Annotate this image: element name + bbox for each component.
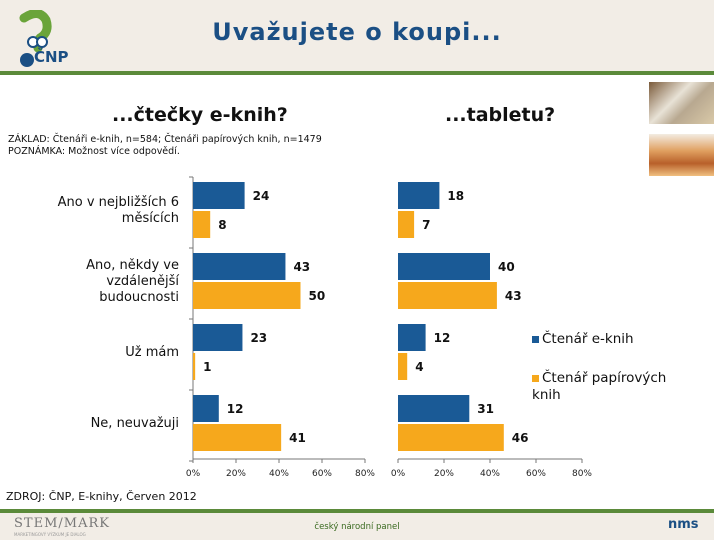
legend-swatch: [532, 336, 539, 343]
bar-ereader: [193, 253, 286, 280]
bar-paper: [398, 353, 408, 380]
category-label: Ne, neuvažuji: [90, 416, 179, 431]
stemmark-tagline: MARKETINGOVÝ VÝZKUM JE DIALOG: [14, 532, 86, 537]
bar-ereader: [193, 324, 243, 351]
svg-text:ČNP: ČNP: [34, 47, 69, 66]
remark-note: POZNÁMKA: Možnost více odpovědí.: [8, 146, 180, 157]
data-label: 1: [203, 360, 211, 374]
cnp-logo: ČNP: [19, 10, 69, 67]
data-label: 4: [415, 360, 423, 374]
stemmark-logo: STEM/MARK: [14, 516, 110, 531]
bar-paper: [193, 424, 282, 451]
data-label: 40: [498, 260, 515, 274]
data-label: 7: [422, 218, 430, 232]
base-note: ZÁKLAD: Čtenáři e-knih, n=584; Čtenáři p…: [8, 134, 322, 145]
category-label: Už mám: [125, 345, 179, 360]
x-tick-label: 0%: [186, 469, 201, 479]
header: [0, 0, 714, 71]
bar-paper: [193, 353, 196, 380]
chart-title-tablet: ...tabletu?: [445, 104, 556, 126]
bar-paper: [193, 282, 301, 309]
x-tick-label: 60%: [312, 469, 332, 479]
legend-label: Čtenář e-knih: [542, 331, 634, 347]
x-tick-label: 80%: [355, 469, 375, 479]
source-note: ZDROJ: ČNP, E-knihy, Červen 2012: [6, 490, 197, 503]
data-label: 43: [505, 289, 522, 303]
data-label: 23: [250, 331, 267, 345]
notes: ZÁKLAD: Čtenáři e-knih, n=584; Čtenáři p…: [8, 134, 322, 158]
data-label: 24: [253, 189, 270, 203]
x-tick-label: 80%: [572, 469, 592, 479]
ereader-photo: [649, 82, 714, 124]
bar-paper: [193, 211, 211, 238]
footer-divider: [0, 509, 714, 513]
x-tick-label: 20%: [226, 469, 246, 479]
legend-label: Čtenář papírových knih: [532, 370, 667, 403]
bar-ereader: [398, 324, 426, 351]
bar-ereader: [398, 182, 440, 209]
data-label: 41: [289, 431, 306, 445]
bar-paper: [398, 211, 415, 238]
book-photo: [649, 134, 714, 176]
nms-logo: nms: [668, 517, 699, 532]
header-divider: [0, 71, 714, 75]
page-title: Uvažujete o koupi...: [212, 18, 502, 46]
footer-center-text: český národní panel: [314, 522, 400, 532]
legend-item-ereader: Čtenář e-knih: [532, 331, 634, 348]
bar-ereader: [398, 253, 490, 280]
data-label: 12: [434, 331, 451, 345]
category-label: Ano v nejbližších 6 měsících: [57, 195, 179, 226]
bar-ereader: [193, 182, 245, 209]
data-label: 31: [477, 402, 494, 416]
chart-title-ereader: ...čtečky e-knih?: [112, 104, 288, 126]
data-label: 12: [227, 402, 244, 416]
bar-ereader: [193, 395, 219, 422]
bar-ereader: [398, 395, 470, 422]
x-tick-label: 40%: [480, 469, 500, 479]
data-label: 18: [447, 189, 464, 203]
x-tick-label: 0%: [391, 469, 406, 479]
footer: STEM/MARK MARKETINGOVÝ VÝZKUM JE DIALOG …: [0, 513, 714, 540]
x-tick-label: 60%: [526, 469, 546, 479]
category-label: Ano, někdy ve vzdálenější budoucnosti: [86, 258, 179, 305]
legend-swatch: [532, 375, 539, 382]
data-label: 50: [309, 289, 326, 303]
bar-paper: [398, 282, 497, 309]
x-tick-label: 20%: [434, 469, 454, 479]
x-tick-label: 40%: [269, 469, 289, 479]
bar-paper: [398, 424, 504, 451]
data-label: 46: [512, 431, 529, 445]
data-label: 8: [218, 218, 226, 232]
legend-item-paper: Čtenář papírových knih: [532, 370, 682, 404]
data-label: 43: [293, 260, 310, 274]
